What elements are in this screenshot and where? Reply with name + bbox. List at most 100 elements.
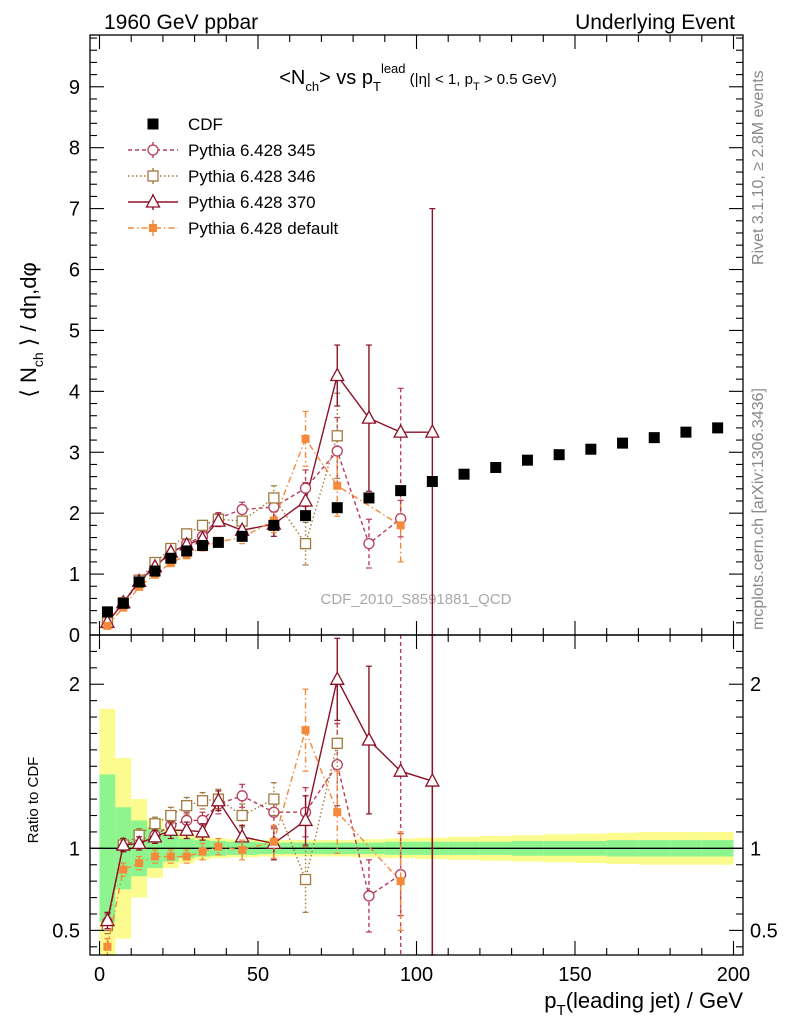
data-point bbox=[297, 492, 314, 507]
y-tick-label: 4 bbox=[69, 381, 80, 403]
legend-marker bbox=[145, 193, 161, 208]
ratio-data-point bbox=[210, 792, 226, 807]
ratio-data-point bbox=[179, 821, 195, 836]
data-point bbox=[458, 468, 470, 480]
ratio-data-point bbox=[269, 837, 278, 846]
data-point bbox=[395, 485, 407, 497]
data-point bbox=[333, 481, 342, 490]
y-tick-label: 5 bbox=[69, 320, 80, 342]
data-point bbox=[329, 367, 345, 382]
ratio-data-point bbox=[297, 812, 314, 827]
data-point bbox=[210, 512, 226, 527]
data-point bbox=[196, 519, 209, 532]
ratio-data-point bbox=[196, 795, 209, 807]
ratio-frame bbox=[89, 634, 744, 956]
ratio-data-point bbox=[198, 847, 207, 856]
ratio-y-tick-label-right: 2 bbox=[750, 674, 761, 696]
ratio-data-point bbox=[147, 828, 163, 843]
data-point bbox=[331, 445, 343, 457]
ratio-data-point bbox=[99, 912, 116, 927]
data-point bbox=[363, 492, 375, 504]
data-point bbox=[197, 539, 209, 551]
side-label-top: Rivet 3.1.10, ≥ 2.8M events bbox=[750, 70, 767, 265]
ratio-data-point bbox=[301, 726, 310, 735]
y-tick-label: 6 bbox=[69, 260, 80, 282]
header-right: Underlying Event bbox=[575, 11, 735, 34]
data-point bbox=[101, 606, 113, 618]
y-tick-label: 0 bbox=[69, 625, 80, 647]
ratio-series-line bbox=[106, 743, 338, 926]
data-point bbox=[331, 430, 343, 442]
ratio-data-point bbox=[163, 821, 179, 836]
ratio-data-point bbox=[331, 737, 343, 749]
data-point bbox=[361, 409, 377, 424]
data-point bbox=[617, 437, 629, 449]
legend-marker bbox=[147, 144, 159, 156]
data-point bbox=[165, 552, 177, 564]
ratio-data-point bbox=[150, 852, 159, 861]
ratio-data-point bbox=[165, 809, 177, 822]
x-tick-label: 100 bbox=[400, 964, 433, 986]
data-point bbox=[426, 475, 438, 487]
data-point bbox=[212, 536, 224, 548]
ratio-plot-series bbox=[99, 634, 440, 956]
ratio-data-point bbox=[166, 852, 175, 861]
data-point bbox=[680, 426, 692, 438]
data-point bbox=[490, 461, 502, 473]
data-point bbox=[521, 454, 533, 466]
legend: CDF Pythia 6.428 345 Pythia 6.428 346 Pythi… bbox=[128, 115, 339, 238]
ratio-data-point bbox=[393, 762, 409, 777]
data-point bbox=[133, 576, 145, 588]
side-label-bottom: mcplots.cern.ch [arXiv:1306.3436] bbox=[750, 388, 767, 630]
ratio-data-point bbox=[363, 890, 375, 902]
watermark: CDF_2010_S8591881_QCD bbox=[321, 591, 512, 608]
y-tick-label: 2 bbox=[69, 503, 80, 525]
main-plot-series bbox=[99, 208, 724, 955]
ratio-data-point bbox=[361, 731, 377, 746]
ratio-data-point bbox=[236, 809, 248, 822]
ratio-data-point bbox=[131, 835, 147, 850]
data-point bbox=[181, 545, 193, 557]
ratio-data-point bbox=[194, 823, 211, 838]
ratio-data-point bbox=[268, 793, 280, 805]
legend-label: CDF bbox=[188, 115, 223, 134]
x-tick-label: 0 bbox=[94, 964, 105, 986]
ratio-data-point bbox=[424, 772, 440, 787]
series-line bbox=[106, 449, 402, 623]
x-tick-label: 50 bbox=[247, 964, 269, 986]
data-point bbox=[236, 503, 248, 516]
ratio-y-tick-label: 0.5 bbox=[52, 920, 80, 942]
ratio-data-point bbox=[115, 836, 131, 851]
y-tick-label: 9 bbox=[69, 77, 80, 99]
y-tick-label: 7 bbox=[69, 199, 80, 221]
data-point bbox=[553, 449, 565, 461]
ratio-y-tick-label-right: 1 bbox=[750, 838, 761, 860]
data-point bbox=[268, 519, 280, 531]
data-point bbox=[585, 443, 597, 455]
ratio-data-point bbox=[236, 790, 248, 802]
data-point bbox=[424, 423, 440, 438]
data-point bbox=[648, 432, 660, 444]
data-point bbox=[712, 422, 724, 434]
ratio-data-point bbox=[149, 818, 161, 830]
ratio-y-tick-label: 2 bbox=[69, 674, 80, 696]
data-point bbox=[117, 597, 129, 609]
x-tick-label: 150 bbox=[558, 964, 591, 986]
ratio-data-point bbox=[396, 877, 405, 886]
y-tick-label: 8 bbox=[69, 138, 80, 160]
legend-label: Pythia 6.428 370 bbox=[188, 193, 316, 212]
data-point bbox=[299, 482, 312, 494]
data-point bbox=[396, 521, 405, 530]
header-left: 1960 GeV ppbar bbox=[104, 11, 258, 34]
data-point bbox=[103, 621, 112, 630]
x-tick-label: 200 bbox=[717, 964, 750, 986]
y-tick-label: 1 bbox=[69, 564, 80, 586]
data-point bbox=[301, 434, 310, 443]
legend-label: Pythia 6.428 345 bbox=[188, 141, 316, 160]
ratio-y-axis-label: Ratio to CDF bbox=[25, 757, 42, 844]
data-point bbox=[363, 537, 375, 550]
data-point bbox=[268, 492, 280, 504]
y-tick-label: 3 bbox=[69, 442, 80, 464]
chart-title: <Nch> vs pTlead (|η| < 1, pT > 0.5 GeV) bbox=[279, 61, 557, 94]
